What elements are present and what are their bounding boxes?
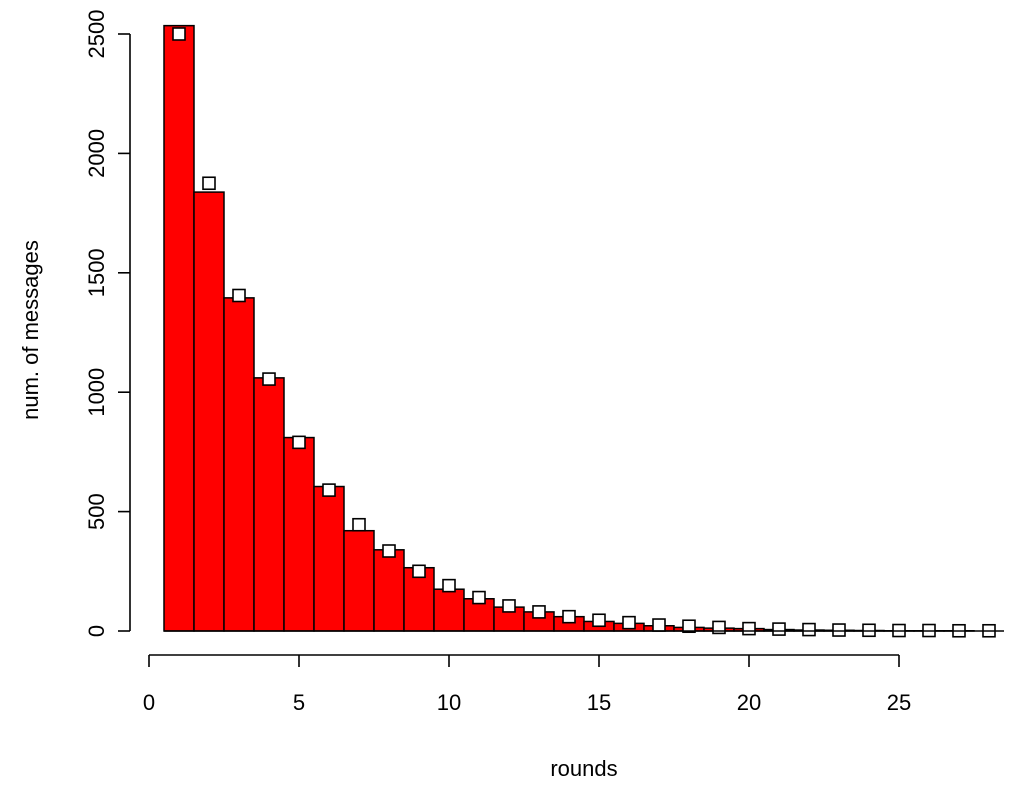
bar — [283, 436, 315, 632]
data-point — [352, 517, 366, 532]
data-point — [172, 27, 186, 41]
data-point — [742, 621, 756, 636]
data-point — [292, 435, 306, 450]
y-tick-label: 1500 — [84, 248, 109, 297]
y-tick-label: 0 — [84, 625, 109, 637]
x-axis: 0 5 10 15 20 25 — [143, 654, 911, 715]
y-axis: 0 500 1000 1500 2000 2500 — [84, 10, 131, 637]
bar — [253, 377, 285, 632]
data-point — [202, 176, 216, 191]
data-point — [592, 613, 606, 628]
data-point — [802, 622, 816, 637]
data-point — [262, 372, 276, 386]
y-tick-label: 2500 — [84, 10, 109, 59]
bar — [163, 24, 195, 632]
bar — [433, 588, 465, 632]
bar — [313, 485, 345, 632]
data-point — [412, 564, 426, 579]
data-point — [382, 544, 396, 558]
x-tick-label: 0 — [143, 690, 155, 715]
data-point — [832, 623, 846, 637]
data-point — [682, 619, 696, 634]
bar — [223, 297, 255, 632]
x-tick-label: 5 — [293, 690, 305, 715]
data-point — [562, 609, 576, 624]
data-point — [232, 288, 246, 303]
y-tick-label: 500 — [84, 493, 109, 530]
x-tick-label: 10 — [437, 690, 461, 715]
data-point — [472, 590, 486, 605]
data-point — [322, 483, 336, 497]
x-tick-label: 25 — [887, 690, 911, 715]
bar — [403, 566, 435, 632]
bars-group — [163, 24, 975, 632]
y-tick-label: 1000 — [84, 368, 109, 417]
x-tick-label: 20 — [737, 690, 761, 715]
x-tick-label: 15 — [587, 690, 611, 715]
data-point — [532, 605, 546, 619]
data-point — [502, 599, 516, 613]
bar — [343, 529, 375, 632]
data-point — [772, 622, 786, 636]
bar — [193, 191, 225, 632]
data-point — [442, 578, 456, 593]
bar — [373, 549, 405, 632]
x-axis-label: rounds — [550, 756, 617, 781]
data-point — [622, 615, 636, 630]
data-point — [652, 618, 666, 632]
y-tick-label: 2000 — [84, 129, 109, 178]
y-axis-label: num. of messages — [18, 240, 43, 420]
